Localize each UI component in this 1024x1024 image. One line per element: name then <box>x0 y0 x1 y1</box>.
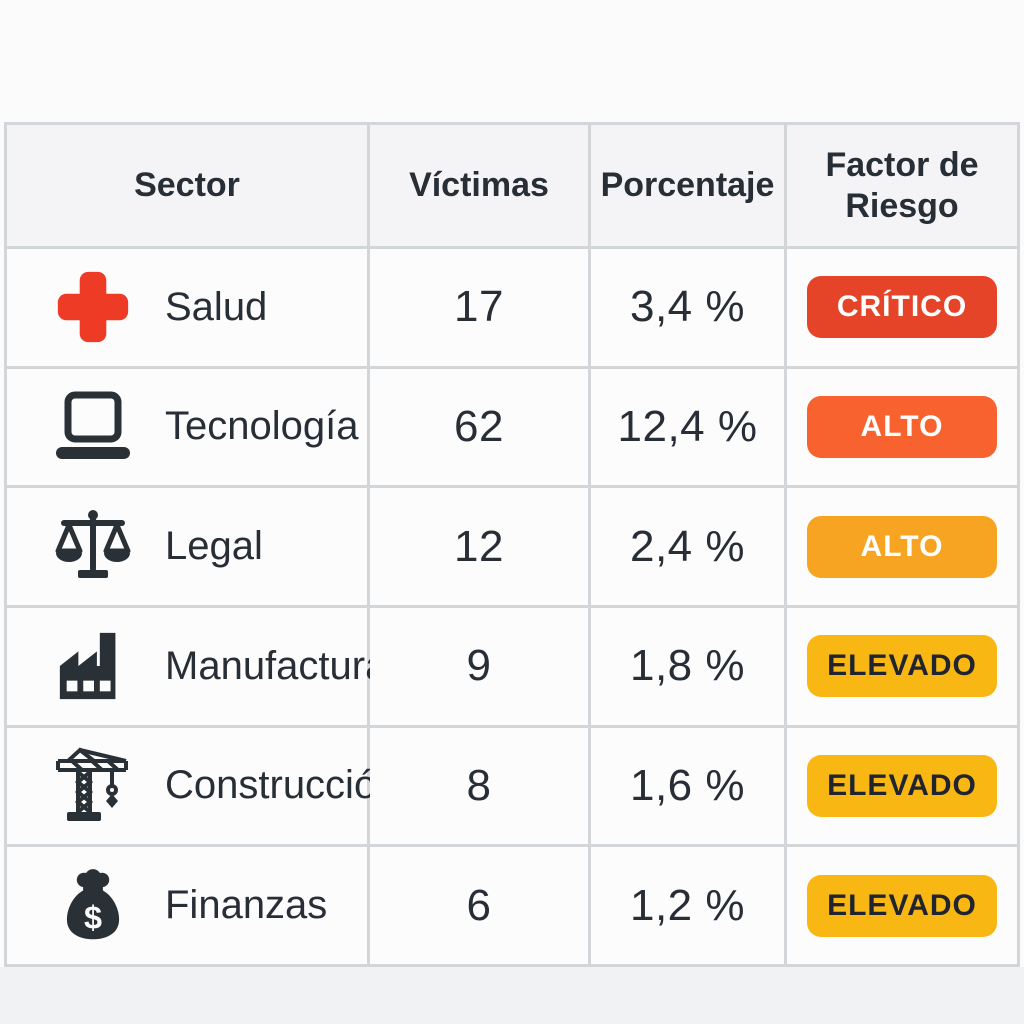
victims-value: 6 <box>370 847 588 964</box>
risk-cell: ALTO <box>787 368 1017 486</box>
column-header-sector: Sector <box>7 125 367 246</box>
column-header-risk-factor-label: Factor de Riesgo <box>825 146 979 225</box>
percentage-value: 1,6 % <box>591 727 784 845</box>
risk-cell: ELEVADO <box>787 727 1017 845</box>
risk-badge-elevado: ELEVADO <box>807 754 997 817</box>
risk-badge-elevado: ELEVADO <box>807 635 997 698</box>
percentage-value: 12,4 % <box>591 368 784 486</box>
table-row-construccion-sector-cell: Construcción <box>7 727 398 845</box>
risk-cell: CRÍTICO <box>787 249 1017 366</box>
risk-badge-critico: CRÍTICO <box>807 276 997 339</box>
percentage-value: 3,4 % <box>591 249 784 366</box>
column-header-victims: Víctimas <box>370 125 588 246</box>
money-bag-icon: $ <box>47 866 139 946</box>
laptop-icon <box>47 391 139 463</box>
crane-icon <box>47 746 139 826</box>
column-header-percentage: Porcentaje <box>591 125 784 246</box>
health-cross-icon <box>47 269 139 345</box>
table-row-tecnologia-sector-cell: Tecnología <box>7 368 367 486</box>
sector-name: Legal <box>165 524 263 569</box>
sector-name: Construcción <box>165 763 399 808</box>
sector-risk-table: Sector Víctimas Porcentaje Factor de Rie… <box>4 122 1020 967</box>
table-row-salud-sector-cell: Salud <box>7 249 367 366</box>
risk-cell: ELEVADO <box>787 847 1017 964</box>
scales-icon <box>47 507 139 587</box>
column-header-risk-factor: Factor de Riesgo <box>787 125 1017 246</box>
victims-value: 12 <box>370 488 588 605</box>
sector-name: Tecnología <box>165 404 359 449</box>
column-header-victims-label: Víctimas <box>409 166 549 205</box>
victims-value: 62 <box>370 368 588 486</box>
risk-badge-alto: ALTO <box>807 515 997 578</box>
factory-icon <box>47 627 139 705</box>
sector-name: Salud <box>165 284 268 329</box>
table-row-legal-sector-cell: Legal <box>7 488 367 605</box>
risk-badge-elevado: ELEVADO <box>807 874 997 937</box>
table-row-manufactura-sector-cell: Manufactura <box>7 607 387 725</box>
sector-name: Manufactura <box>165 643 388 688</box>
svg-text:$: $ <box>84 899 102 935</box>
risk-badge-alto: ALTO <box>807 395 997 458</box>
risk-cell: ELEVADO <box>787 607 1017 725</box>
percentage-value: 1,8 % <box>591 607 784 725</box>
victims-value: 9 <box>370 607 588 725</box>
risk-cell: ALTO <box>787 488 1017 605</box>
victims-value: 8 <box>370 727 588 845</box>
sector-name: Finanzas <box>165 883 328 928</box>
percentage-value: 2,4 % <box>591 488 784 605</box>
page-lower-background <box>0 967 1024 1024</box>
victims-value: 17 <box>370 249 588 366</box>
column-header-percentage-label: Porcentaje <box>600 166 775 205</box>
table-row-finanzas-sector-cell: $ Finanzas <box>7 847 367 964</box>
column-header-sector-label: Sector <box>134 166 240 205</box>
percentage-value: 1,2 % <box>591 847 784 964</box>
